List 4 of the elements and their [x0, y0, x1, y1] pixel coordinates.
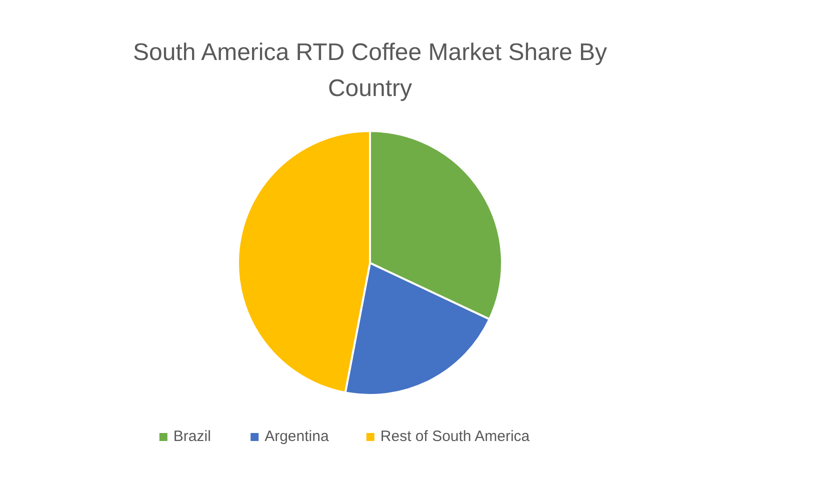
legend-label: Argentina [264, 428, 330, 445]
legend-label: Rest of South America [380, 428, 530, 445]
chart-title: South America RTD Coffee Market Share By Country [133, 39, 607, 102]
legend-label: Brazil [173, 428, 211, 445]
